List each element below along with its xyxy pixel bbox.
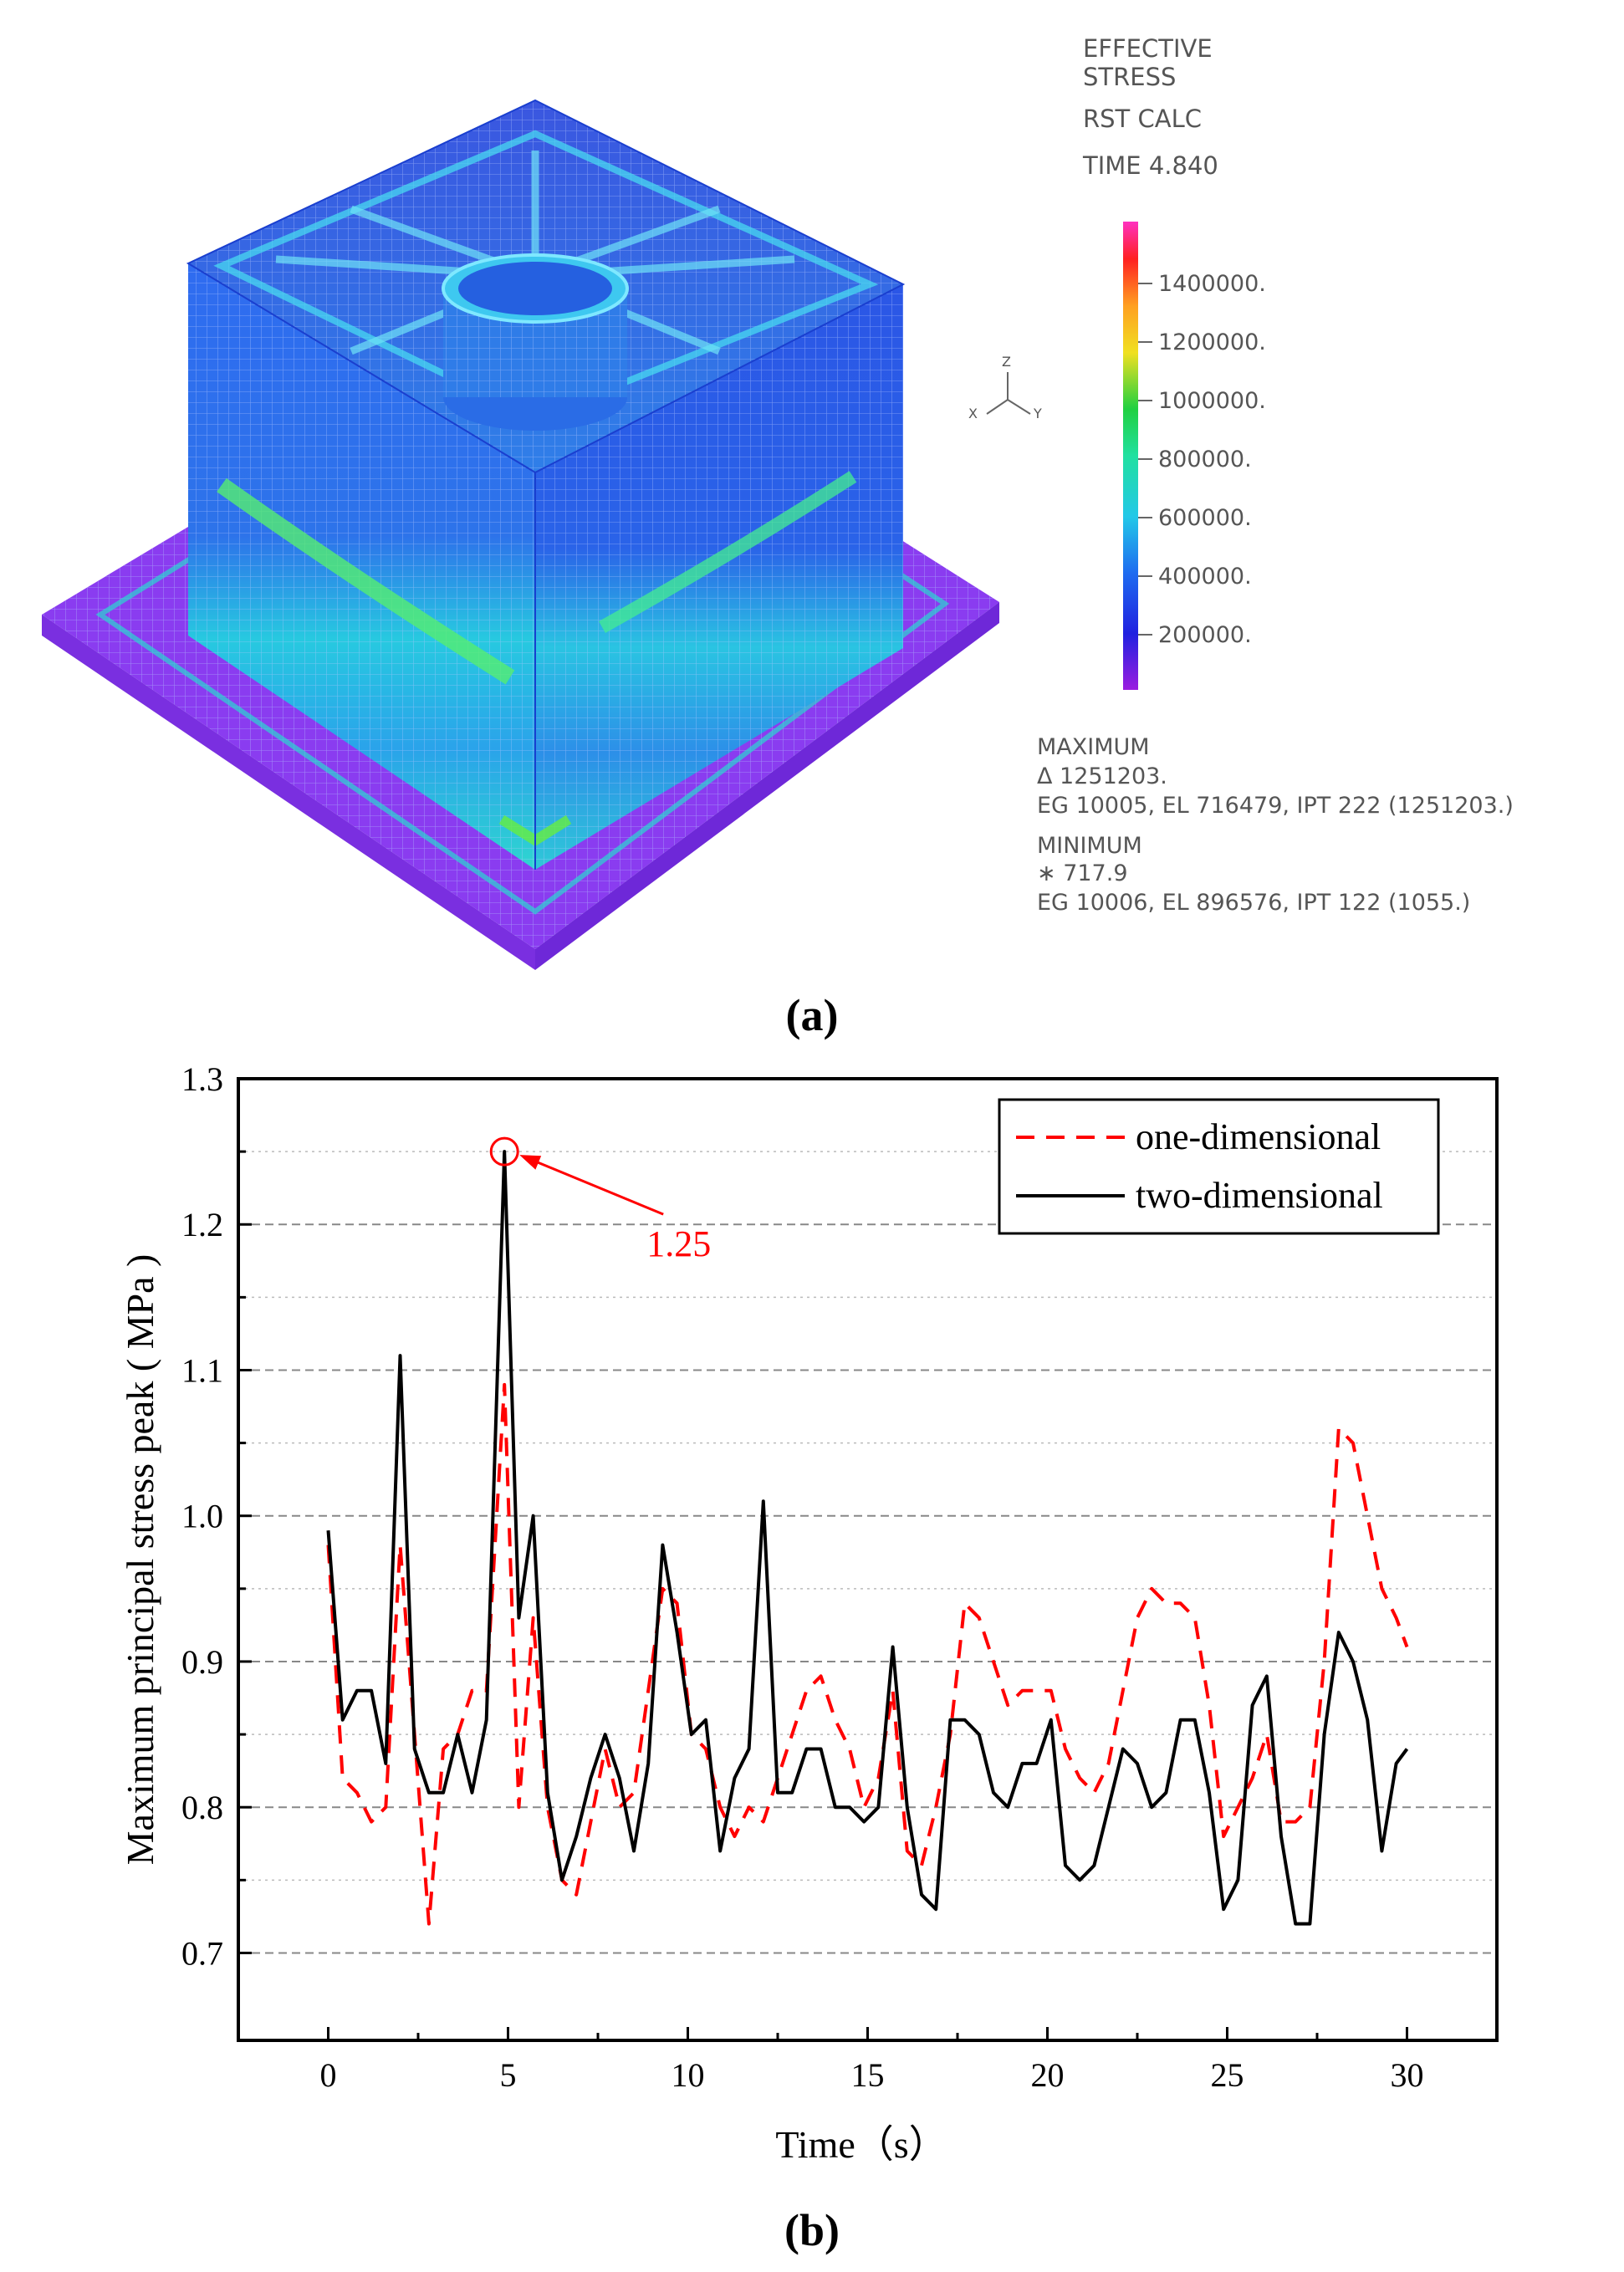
y-tick-label: 0.9 [181,1643,223,1681]
y-axis-label: Maximum principal stress peak ( MPa ) [119,1254,161,1866]
x-tick-label: 10 [672,2056,705,2094]
legend-title: EFFECTIVE STRESS RST CALC TIME 4.840 [1082,34,1218,180]
legend-label-one-dimensional: one-dimensional [1136,1116,1381,1157]
panel-b-label: (b) [784,2205,840,2255]
series-line-two-dimensional [326,1150,1409,1926]
scale-tick-label: 600000. [1158,505,1252,531]
legend-title-line: RST CALC [1083,105,1202,133]
legend-box [998,1098,1440,1235]
color-scale-ticks: 1400000. 1200000. 1000000. 800000. 60000… [1158,271,1266,648]
peak-annotation: 1.25 [489,1136,711,1264]
x-tick-label: 25 [1211,2056,1244,2094]
minimum-detail: EG 10006, EL 896576, IPT 122 (1055.) [1037,890,1470,916]
axis-triad [986,372,1031,415]
axis-ticks: 0.7 0.8 0.9 1.0 1.1 1.2 1.3 0 5 10 15 20 25 30 [181,1060,1499,2094]
y-tick-label: 0.7 [181,1934,223,1972]
minimum-label: MINIMUM [1037,833,1142,859]
peak-arrow-head [519,1155,542,1170]
concrete-block [186,99,906,870]
minimum-value: ∗ 717.9 [1037,860,1128,886]
legend-label-two-dimensional: two-dimensional [1136,1175,1383,1216]
maximum-label: MAXIMUM [1037,734,1150,760]
peak-arrow [527,1156,664,1216]
scale-tick-label: 1000000. [1158,388,1266,414]
extreme-values: MAXIMUM Δ 1251203. EG 10005, EL 716479, … [1037,734,1514,916]
legend-title-line: STRESS [1083,63,1176,91]
axis-triad-y: Y [1033,406,1042,421]
maximum-value: Δ 1251203. [1037,763,1167,789]
y-tick-label: 1.0 [181,1498,223,1535]
scale-tick-label: 1400000. [1158,271,1266,297]
data-series [326,1150,1409,1926]
peak-annotation-label: 1.25 [646,1223,711,1264]
scale-tick-label: 400000. [1158,564,1252,590]
y-tick-label: 1.3 [181,1060,223,1098]
legend-title-line: TIME 4.840 [1082,151,1218,180]
grid-lines [238,1151,1497,1954]
stress-line-chart: 0.7 0.8 0.9 1.0 1.1 1.2 1.3 0 5 10 15 20 25 30 1.25 o… [119,1060,1499,2255]
scale-tick-label: 800000. [1158,447,1252,472]
axis-triad-z: Z [1002,354,1011,370]
scale-tick-label: 1200000. [1158,329,1266,355]
x-tick-label: 0 [320,2056,337,2094]
y-tick-label: 0.8 [181,1789,223,1826]
legend-title-line: EFFECTIVE [1083,34,1213,63]
panel-a-label: (a) [786,990,839,1040]
x-tick-label: 30 [1391,2056,1424,2094]
y-tick-label: 1.1 [181,1351,223,1389]
scale-tick-label: 200000. [1158,622,1252,648]
color-scale-bar [1123,222,1138,690]
y-tick-label: 1.2 [181,1206,223,1243]
peak-marker-circle [489,1136,519,1167]
x-tick-label: 20 [1031,2056,1065,2094]
x-axis-label: Time（s） [775,2123,947,2166]
axis-triad-x: X [968,406,978,421]
x-tick-label: 15 [851,2056,885,2094]
fe-model-panel: Z X Y EFFECTIVE STRESS RST CALC TIME 4.8… [42,34,1514,1040]
x-tick-label: 5 [500,2056,517,2094]
maximum-detail: EG 10005, EL 716479, IPT 222 (1251203.) [1037,793,1514,819]
chart-legend: one-dimensional two-dimensional [998,1098,1440,1235]
series-line-one-dimensional [326,1382,1409,1926]
